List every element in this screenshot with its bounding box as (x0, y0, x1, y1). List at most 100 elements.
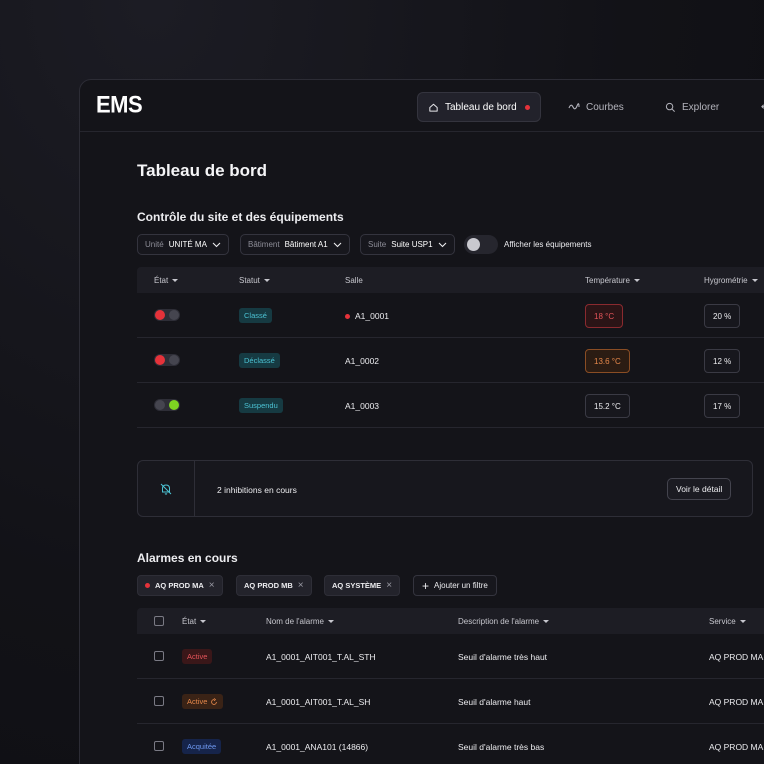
col-etat[interactable]: État (182, 617, 207, 626)
room-name: A1_0003 (345, 401, 380, 411)
filter-batiment[interactable]: Bâtiment Bâtiment A1 (240, 234, 350, 255)
close-icon[interactable]: × (386, 579, 393, 591)
filter-unite[interactable]: Unité UNITÉ MA (137, 234, 229, 255)
chip-label: AQ PROD MB (244, 581, 293, 590)
col-nom[interactable]: Nom de l'alarme (266, 617, 334, 626)
col-hygrometrie[interactable]: Hygrométrie (704, 276, 758, 285)
filter-value: Bâtiment A1 (284, 240, 328, 249)
col-statut[interactable]: Statut (239, 276, 270, 285)
row-checkbox[interactable] (154, 651, 164, 661)
add-filter-button[interactable]: + Ajouter un filtre (413, 575, 497, 596)
alert-dot (345, 313, 350, 319)
nav-courbes[interactable]: Courbes (558, 92, 634, 122)
nav-explorer[interactable]: Explorer (655, 92, 729, 122)
chip-label: AQ PROD MA (155, 581, 204, 590)
select-all-checkbox[interactable] (154, 616, 164, 626)
col-label: Salle (345, 276, 363, 285)
hygrometry-value: 12 % (704, 349, 741, 373)
table-row[interactable]: Active A1_0001_AIT001_T.AL_STH Seuil d'a… (137, 634, 764, 679)
app-logo: EMS (96, 90, 143, 119)
alarm-service: AQ PROD MA (709, 697, 764, 707)
alarm-state-badge: Active (182, 694, 224, 709)
table-row[interactable]: Active A1_0001_AIT001_T.AL_SH Seuil d'al… (137, 679, 764, 724)
sort-caret-icon (751, 279, 758, 282)
add-filter-label: Ajouter un filtre (434, 581, 488, 590)
alarm-state-badge: Acquitée (182, 739, 222, 754)
col-service[interactable]: Service (709, 617, 746, 626)
notification-dot (524, 104, 530, 110)
col-etat[interactable]: État (154, 276, 179, 285)
status-badge: Classé (239, 308, 272, 323)
col-description[interactable]: Description de l'alarme (458, 617, 550, 626)
alarm-name: A1_0001_AIT001_T.AL_SH (266, 697, 371, 707)
alarm-service: AQ PROD MA (709, 742, 764, 752)
alarm-description: Seuil d'alarme très haut (458, 652, 548, 662)
filter-suite[interactable]: Suite Suite USP1 (360, 234, 455, 255)
chip-label: AQ SYSTÈME (332, 581, 382, 590)
filter-label: Bâtiment (248, 240, 280, 249)
alarm-state-badge: Active (182, 649, 213, 664)
col-label: Description de l'alarme (458, 617, 540, 626)
hygrometry-value: 17 % (704, 394, 741, 418)
bell-off-icon (159, 482, 173, 496)
state-indicator (154, 309, 180, 321)
sort-caret-icon (328, 620, 334, 623)
filter-chip-aq-systeme[interactable]: AQ SYSTÈME × (324, 575, 401, 596)
state-indicator (154, 399, 180, 411)
nav-tableau-de-bord[interactable]: Tableau de bord (417, 92, 541, 122)
status-badge: Suspendu (239, 398, 283, 413)
alarm-name: A1_0001_ANA101 (14866) (266, 742, 369, 752)
nav-label: Tableau de bord (445, 101, 517, 113)
col-label: Nom de l'alarme (266, 617, 324, 626)
col-label: Hygrométrie (704, 276, 748, 285)
inhibitions-text: 2 inhibitions en cours (217, 485, 297, 495)
alarms-table-header: État Nom de l'alarme Description de l'al… (137, 608, 764, 634)
app-window: EMS Tableau de bord Courbes Explorer (79, 79, 764, 764)
table-row[interactable]: Acquitée A1_0001_ANA101 (14866) Seuil d'… (137, 724, 764, 764)
search-icon (665, 102, 676, 113)
divider (194, 461, 195, 516)
hygrometry-value: 20 % (704, 304, 741, 328)
sort-caret-icon (633, 279, 640, 282)
nav-label: Explorer (682, 101, 720, 113)
filter-label: Suite (368, 240, 387, 249)
col-salle[interactable]: Salle (345, 276, 363, 285)
temperature-value: 15.2 °C (585, 394, 630, 418)
room-name: A1_0002 (345, 356, 380, 366)
filter-value: UNITÉ MA (168, 240, 207, 249)
close-icon[interactable]: × (208, 579, 215, 591)
alert-dot (145, 583, 150, 588)
chevron-down-icon (212, 242, 221, 248)
temperature-value: 13.6 °C (585, 349, 630, 373)
filter-chip-aq-prod-ma[interactable]: AQ PROD MA × (137, 575, 223, 596)
site-section-title: Contrôle du site et des équipements (137, 210, 344, 224)
sort-caret-icon (200, 620, 207, 623)
state-indicator (154, 354, 180, 366)
alarms-section-title: Alarmes en cours (137, 551, 238, 565)
col-label: Statut (239, 276, 260, 285)
alarm-service: AQ PROD MA (709, 652, 764, 662)
filter-chip-aq-prod-mb[interactable]: AQ PROD MB × (236, 575, 312, 596)
close-icon[interactable]: × (297, 579, 304, 591)
nav-more[interactable] (750, 92, 764, 122)
inhibitions-panel: 2 inhibitions en cours Voir le détail (137, 460, 753, 517)
col-label: État (154, 276, 169, 285)
sort-caret-icon (739, 620, 746, 623)
table-row[interactable]: Classé A1_0001 18 °C 20 % (137, 293, 764, 338)
row-checkbox[interactable] (154, 696, 164, 706)
alarm-description: Seuil d'alarme très bas (458, 742, 545, 752)
table-row[interactable]: Suspendu A1_0003 15.2 °C 17 % (137, 383, 764, 428)
chevron-down-icon (333, 242, 342, 248)
status-badge: Déclassé (239, 353, 280, 368)
row-checkbox[interactable] (154, 741, 164, 751)
col-temperature[interactable]: Température (585, 276, 640, 285)
table-row[interactable]: Déclassé A1_0002 13.6 °C 12 % (137, 338, 764, 383)
col-label: Température (585, 276, 630, 285)
equipment-toggle[interactable] (464, 235, 498, 254)
wave-icon (568, 102, 580, 112)
alarm-state-label: Active (187, 697, 208, 706)
view-detail-button[interactable]: Voir le détail (667, 478, 732, 500)
sort-caret-icon (263, 279, 270, 282)
page-title: Tableau de bord (137, 161, 268, 180)
nav-label: Courbes (586, 101, 624, 113)
